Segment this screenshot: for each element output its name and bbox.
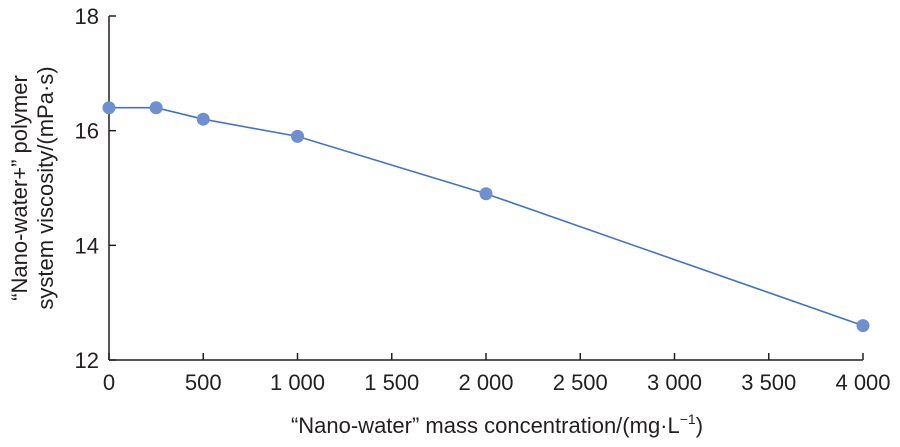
data-point — [196, 112, 210, 126]
x-tick-label: 1 500 — [364, 370, 419, 395]
y-tick-label: 18 — [75, 4, 99, 29]
y-ticks: 12 14 16 18 — [75, 4, 116, 373]
data-point — [102, 101, 116, 115]
data-point — [479, 187, 493, 201]
x-tick-label: 2 000 — [458, 370, 513, 395]
x-tick-label: 500 — [185, 370, 222, 395]
x-tick-label: 1 000 — [270, 370, 325, 395]
x-axis-title: “Nano-water” mass concentration/(mg·L−1) — [291, 411, 703, 438]
x-tick-label: 3 500 — [741, 370, 796, 395]
data-point — [856, 319, 870, 333]
x-tick-label: 0 — [103, 370, 115, 395]
x-tick-label: 3 000 — [647, 370, 702, 395]
y-axis-title: “Nano-water+” polymer system viscosity/(… — [7, 66, 58, 309]
x-tick-label: 2 500 — [553, 370, 608, 395]
x-axis-title-superscript: −1 — [680, 411, 696, 427]
x-axis-title-main: “Nano-water” mass concentration/(mg·L — [291, 413, 680, 438]
data-point — [149, 101, 163, 115]
data-point — [291, 129, 304, 143]
y-axis-title-line-1: “Nano-water+” polymer — [7, 75, 32, 301]
x-ticks: 0 500 1 000 1 500 2 000 2 500 3 000 3 500 4 000 — [103, 353, 891, 395]
y-tick-label: 14 — [75, 233, 99, 258]
series-layer — [102, 101, 870, 333]
series-line — [109, 106, 864, 327]
y-axis-title-line-2: system viscosity/(mPa·s) — [33, 66, 58, 309]
y-tick-label: 16 — [75, 119, 99, 144]
y-tick-label: 12 — [75, 348, 99, 373]
x-axis-title-end: ) — [696, 413, 703, 438]
x-tick-label: 4 000 — [835, 370, 890, 395]
